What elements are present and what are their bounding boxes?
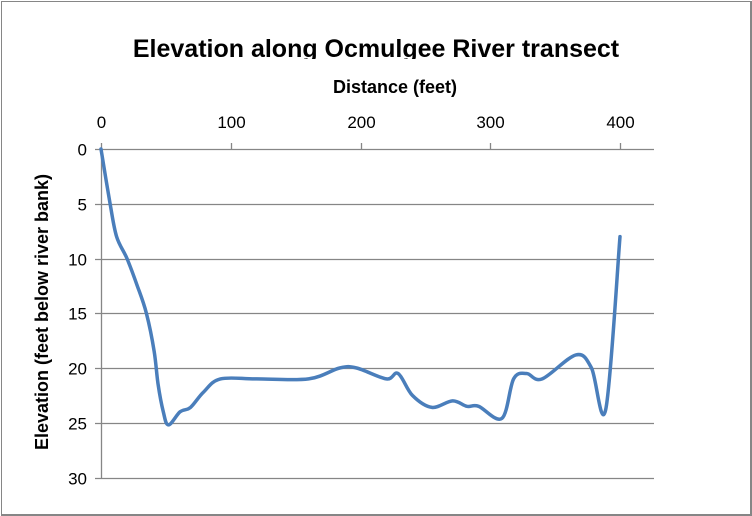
y-axis-ticks: 0 5 10 15 20 25 30 [68,141,87,489]
x-axis-ticks: 0 100 200 300 400 [97,113,635,149]
x-tick-label: 100 [217,113,245,132]
chart-title: Elevation along Ocmulgee River transect [132,35,620,59]
x-tick-label: 200 [347,113,375,132]
y-tick-label: 10 [68,251,87,270]
x-tick-label: 400 [606,113,634,132]
x-tick-label: 300 [476,113,504,132]
y-tick-label: 0 [78,141,87,160]
gridlines [95,148,654,480]
y-tick-label: 30 [68,470,87,489]
x-tick-label: 0 [97,113,106,132]
chart-title-container: Elevation along Ocmulgee River transect [0,28,752,59]
y-tick-label: 20 [68,360,87,379]
y-tick-label: 25 [68,415,87,434]
y-tick-label: 15 [68,305,87,324]
y-tick-label: 5 [78,196,87,215]
x-axis-title: Distance (feet) [332,77,458,97]
elevation-line [99,147,622,427]
